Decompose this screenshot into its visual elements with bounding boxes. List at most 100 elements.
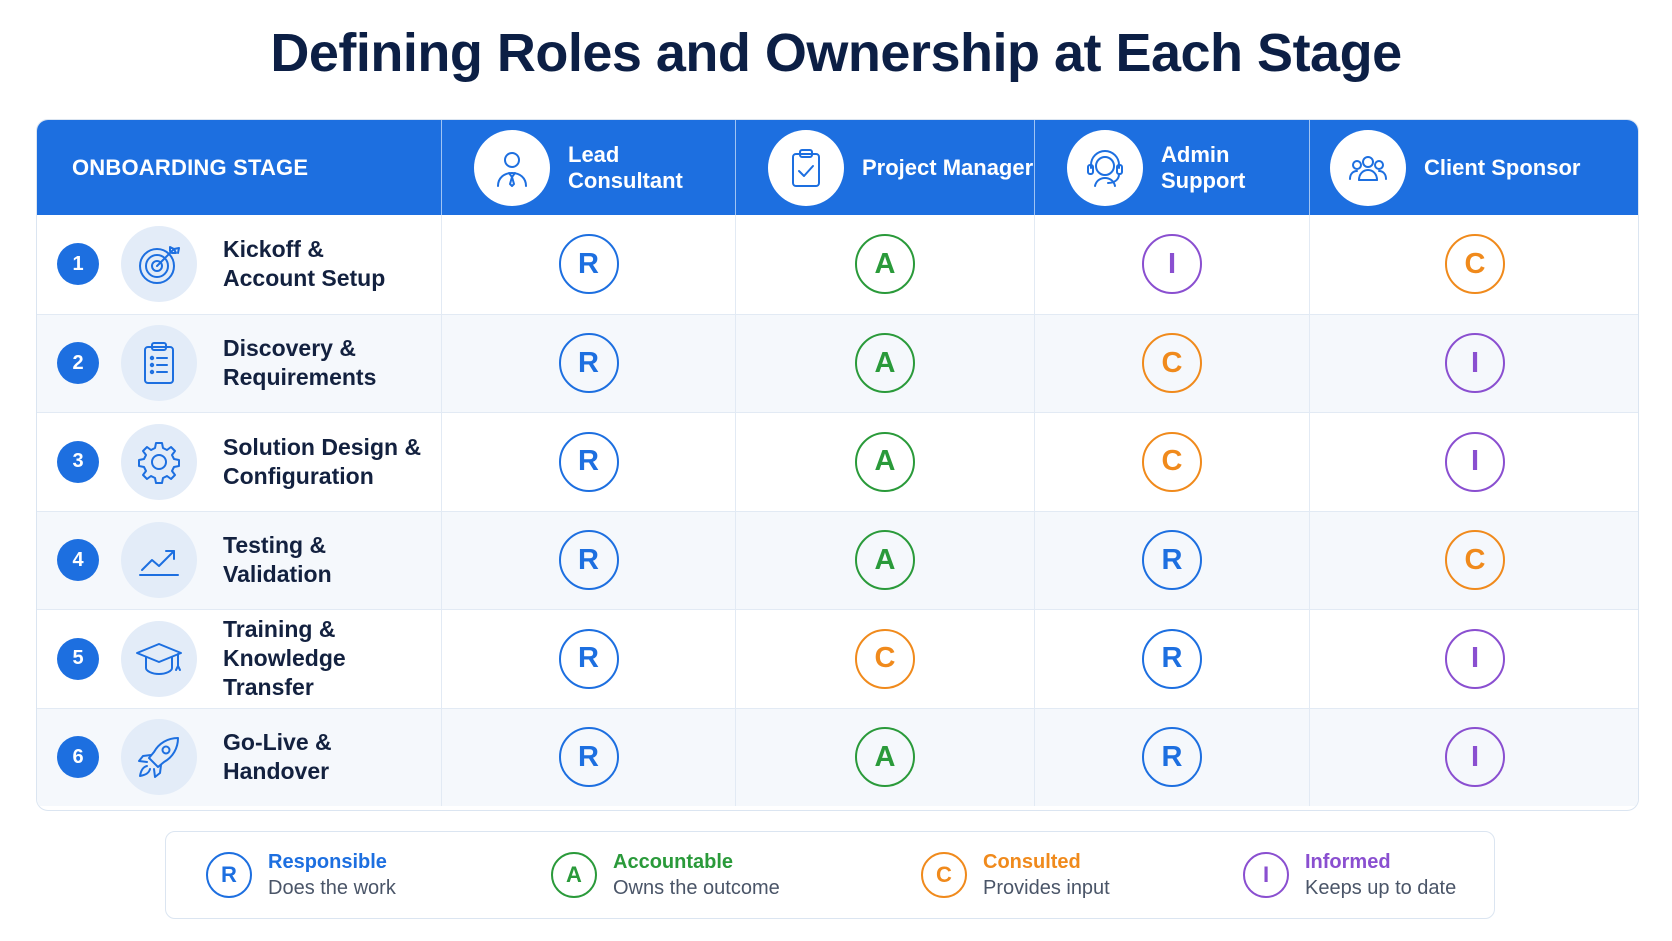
stage-label: Go-Live & Handover [223, 729, 332, 785]
raci-badge: C [1142, 431, 1202, 492]
raci-badge: C [1445, 530, 1505, 591]
raci-cell: A [736, 314, 1035, 412]
matrix-header: ONBOARDING STAGE Lead Consultant [37, 120, 1638, 215]
stage-label: Kickoff & Account Setup [223, 236, 386, 292]
raci-badge: R [558, 431, 619, 492]
legend-item-accountable: A Accountable Owns the outcome [551, 849, 780, 901]
stage-number-badge: 5 [57, 637, 99, 680]
role-label: Client Sponsor [1424, 154, 1581, 180]
raci-badge: R [558, 628, 619, 689]
raci-cell: A [736, 215, 1035, 314]
role-label: Project Manager [862, 154, 1034, 180]
stage-label: Testing & Validation [223, 532, 332, 588]
table-row: 3 Solution Design & Configuration R A C … [37, 412, 1638, 511]
raci-badge: I [1445, 727, 1505, 788]
table-row: 5 Training & Knowledge Transfer R C R I [37, 609, 1638, 708]
matrix-body: 1 Kickoff & Account Setup R A I C [37, 215, 1638, 807]
raci-badge: I [1445, 628, 1505, 689]
role-header-client-sponsor: Client Sponsor [1310, 120, 1638, 215]
legend-item-informed: I Informed Keeps up to date [1243, 849, 1456, 901]
raci-cell: I [1310, 315, 1638, 413]
raci-badge: R [1142, 530, 1202, 591]
clipboard-check-icon [768, 129, 844, 206]
table-row: 1 Kickoff & Account Setup R A I C [37, 215, 1638, 314]
graduation-cap-icon [121, 620, 197, 697]
legend-badge: I [1243, 852, 1289, 898]
checklist-icon [121, 325, 197, 402]
stage-cell: 2 Discovery & Requirements [37, 314, 442, 412]
role-header-admin-support: Admin Support [1035, 120, 1310, 215]
stage-cell: 5 Training & Knowledge Transfer [37, 610, 442, 708]
raci-badge: A [855, 333, 915, 394]
raci-cell: I [1035, 215, 1310, 314]
stage-number-badge: 3 [57, 440, 99, 483]
raci-cell: R [442, 708, 736, 806]
legend-desc: Keeps up to date [1305, 877, 1457, 899]
target-icon [121, 226, 197, 303]
raci-badge: C [1445, 234, 1505, 295]
raci-cell: C [1035, 314, 1310, 412]
stage-number-badge: 1 [57, 243, 99, 286]
stage-number-badge: 2 [57, 342, 99, 385]
stage-cell: 1 Kickoff & Account Setup [37, 215, 442, 314]
role-label: Lead Consultant [568, 141, 683, 193]
role-label: Admin Support [1161, 141, 1246, 193]
stage-cell: 6 Go-Live & Handover [37, 708, 442, 806]
raci-cell: R [442, 511, 736, 609]
raci-cell: R [1035, 610, 1310, 708]
legend-badge: C [921, 852, 967, 898]
role-header-lead-consultant: Lead Consultant [442, 120, 736, 215]
table-row: 4 Testing & Validation R A R C [37, 510, 1638, 610]
role-header-project-manager: Project Manager [736, 120, 1035, 215]
raci-matrix: ONBOARDING STAGE Lead Consultant [36, 119, 1639, 811]
raci-badge: R [558, 727, 619, 788]
raci-badge: C [1142, 333, 1202, 394]
headset-icon [1067, 129, 1143, 206]
legend-badge: A [551, 852, 597, 898]
consultant-icon [474, 129, 550, 206]
legend-item-responsible: R Responsible Does the work [206, 849, 396, 901]
raci-cell: I [1310, 610, 1638, 708]
raci-cell: C [1035, 413, 1310, 511]
legend-desc: Provides input [983, 877, 1110, 899]
legend-name: Accountable [613, 851, 734, 873]
legend-name: Consulted [983, 851, 1081, 873]
legend-desc: Owns the outcome [613, 877, 780, 899]
raci-badge: R [558, 530, 619, 591]
table-row: 6 Go-Live & Handover R A R I [37, 707, 1638, 807]
raci-cell: R [1035, 511, 1310, 609]
raci-badge: R [558, 234, 619, 295]
trend-chart-icon [121, 522, 197, 599]
raci-badge: A [855, 727, 915, 788]
rocket-icon [121, 719, 197, 796]
raci-badge: C [855, 628, 915, 689]
raci-cell: C [1310, 215, 1638, 314]
raci-badge: R [1142, 628, 1202, 689]
table-row: 2 Discovery & Requirements R A C I [37, 313, 1638, 413]
raci-badge: A [855, 431, 915, 492]
raci-cell: R [442, 215, 736, 314]
raci-cell: R [442, 413, 736, 511]
raci-cell: I [1310, 709, 1638, 807]
raci-badge: R [558, 333, 619, 394]
stage-cell: 4 Testing & Validation [37, 511, 442, 609]
raci-cell: A [736, 708, 1035, 806]
legend-name: Informed [1305, 851, 1391, 873]
stage-cell: 3 Solution Design & Configuration [37, 413, 442, 511]
stage-column-header: ONBOARDING STAGE [37, 120, 442, 215]
raci-badge: I [1445, 333, 1505, 394]
raci-badge: R [1142, 727, 1202, 788]
raci-cell: A [736, 413, 1035, 511]
raci-badge: I [1142, 234, 1202, 295]
raci-cell: R [442, 610, 736, 708]
raci-cell: I [1310, 413, 1638, 511]
stage-number-badge: 6 [57, 736, 99, 779]
stage-label: Discovery & Requirements [223, 335, 377, 391]
group-icon [1330, 129, 1406, 206]
legend-badge: R [206, 852, 252, 898]
raci-badge: I [1445, 431, 1505, 492]
raci-cell: C [1310, 512, 1638, 610]
gear-icon [121, 423, 197, 500]
raci-badge: A [855, 530, 915, 591]
legend-desc: Does the work [268, 877, 396, 899]
